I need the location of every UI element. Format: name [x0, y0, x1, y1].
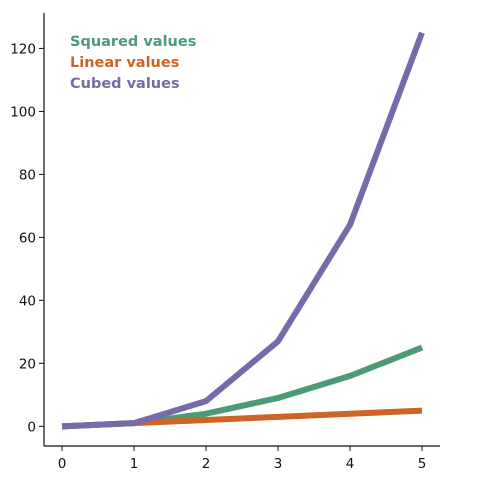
- y-axis-ticks: 0 20 40 60 80 100 120: [10, 41, 44, 435]
- y-tick-label: 20: [19, 356, 36, 372]
- x-tick-label: 3: [274, 456, 283, 472]
- x-tick-label: 0: [58, 456, 67, 472]
- x-axis-ticks: 0 1 2 3 4 5: [58, 446, 427, 472]
- x-tick-label: 4: [346, 456, 355, 472]
- x-tick-label: 2: [202, 456, 211, 472]
- y-tick-label: 40: [19, 293, 36, 309]
- legend-entry: Cubed values: [70, 76, 180, 92]
- y-tick-label: 80: [19, 167, 36, 183]
- legend: Squared values Linear values Cubed values: [70, 34, 196, 92]
- y-tick-label: 0: [27, 419, 36, 435]
- y-tick-label: 60: [19, 230, 36, 246]
- legend-entry: Squared values: [70, 34, 196, 50]
- x-tick-label: 5: [418, 456, 427, 472]
- y-tick-label: 120: [10, 41, 36, 57]
- legend-entry: Linear values: [70, 55, 179, 71]
- x-tick-label: 1: [130, 456, 139, 472]
- y-tick-label: 100: [10, 104, 36, 120]
- series-line-cubed-values: [61, 31, 425, 430]
- plot-lines: [61, 31, 425, 430]
